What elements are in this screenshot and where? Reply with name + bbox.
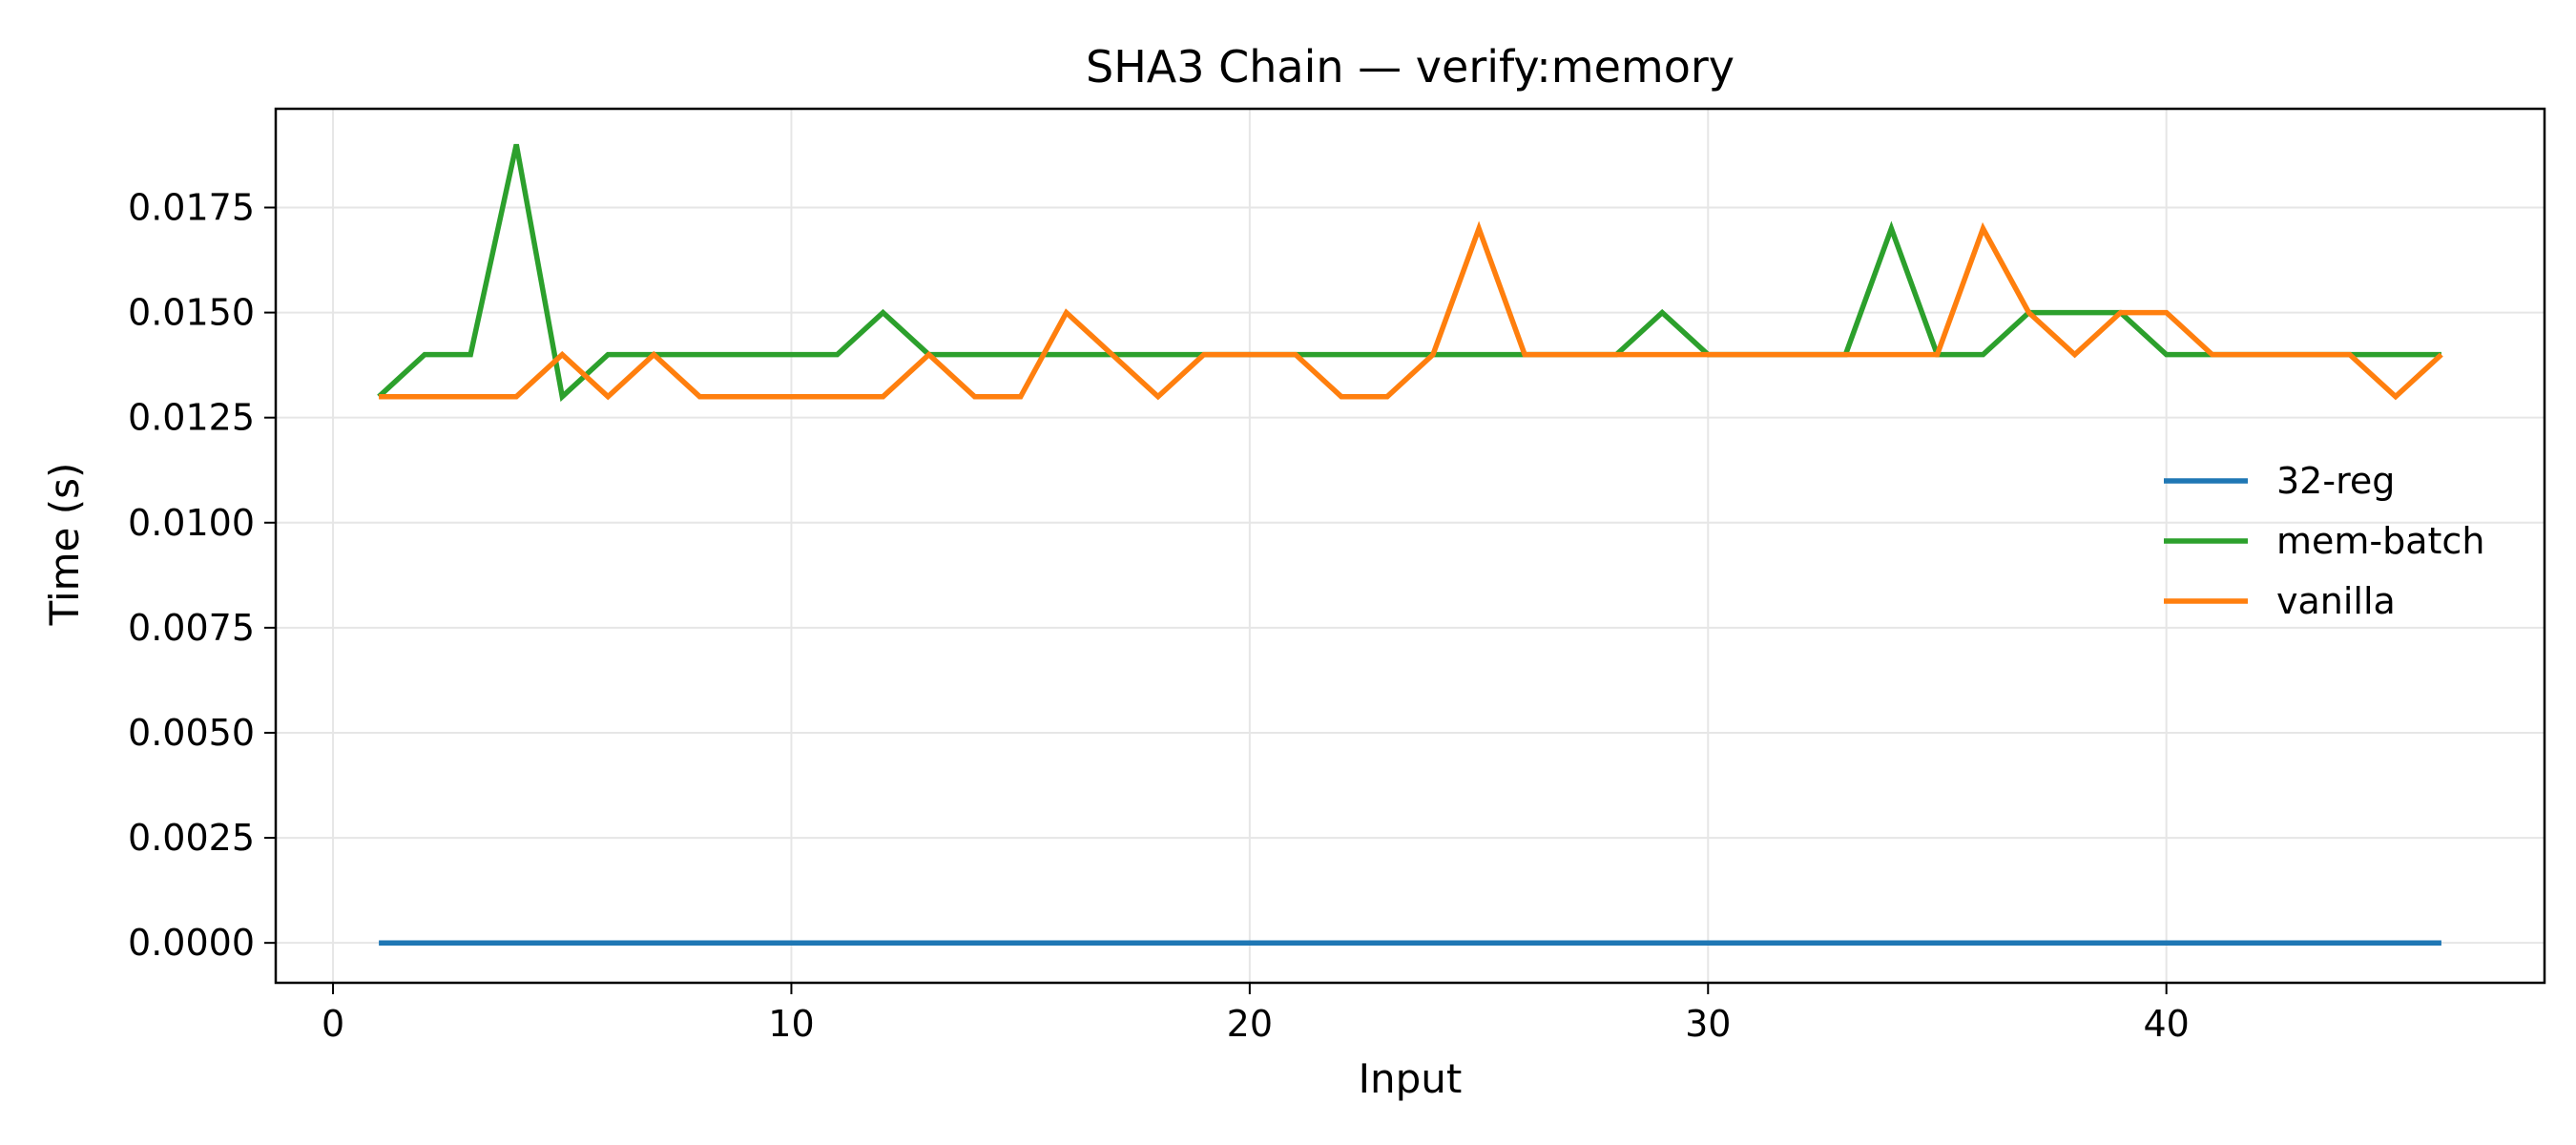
- x-axis-label: Input: [1359, 1055, 1463, 1102]
- y-tick-label: 0.0125: [128, 397, 255, 439]
- legend-label-mem-batch: mem-batch: [2276, 520, 2484, 562]
- x-tick-label: 0: [322, 1003, 344, 1045]
- series-lines: [377, 143, 2443, 946]
- y-tick-label: 0.0000: [128, 922, 255, 964]
- legend: 32-reg mem-batch vanilla: [2164, 460, 2484, 622]
- legend-label-vanilla: vanilla: [2276, 580, 2396, 622]
- y-tick-label: 0.0100: [128, 502, 255, 544]
- chart-title: SHA3 Chain — verify:memory: [1086, 41, 1735, 93]
- y-tick-label: 0.0150: [128, 292, 255, 334]
- x-tick-label: 10: [768, 1003, 814, 1045]
- y-axis-ticks: 0.0000 0.0025 0.0050 0.0075 0.0100 0.0125 0.01…: [128, 186, 276, 964]
- y-tick-label: 0.0175: [128, 186, 255, 228]
- x-tick-label: 40: [2143, 1003, 2189, 1045]
- y-axis-label: Time (s): [41, 463, 88, 627]
- x-tick-label: 20: [1227, 1003, 1273, 1045]
- series-line-mem-batch: [377, 143, 2441, 403]
- series-line-vanilla: [379, 220, 2443, 401]
- y-tick-label: 0.0050: [128, 712, 255, 754]
- x-axis-ticks: 0 10 20 30 40: [322, 983, 2190, 1045]
- x-tick-label: 30: [1685, 1003, 1731, 1045]
- plot-frame: [274, 107, 2546, 985]
- y-tick-label: 0.0025: [128, 817, 255, 859]
- legend-label-32-reg: 32-reg: [2276, 460, 2395, 502]
- y-tick-label: 0.0075: [128, 607, 255, 649]
